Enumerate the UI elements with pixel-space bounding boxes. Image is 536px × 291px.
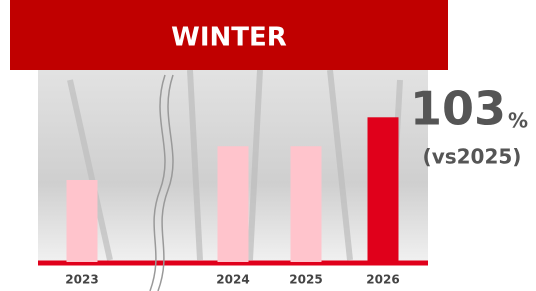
x-tick-label: 2023 <box>65 273 98 287</box>
chart-title: WINTER <box>171 23 287 53</box>
x-tick-label: 2024 <box>216 273 249 287</box>
bar <box>368 117 399 262</box>
bar <box>291 146 322 262</box>
x-tick-label: 2026 <box>366 273 399 287</box>
x-tick-label: 2025 <box>289 273 322 287</box>
bar <box>218 146 249 262</box>
growth-unit: % <box>508 109 528 133</box>
growth-note: (vs2025) <box>423 145 522 169</box>
bar <box>67 180 98 262</box>
chart: WINTER 103 % (vs2025) 2023 2024 2025 2026 <box>0 0 536 291</box>
growth-value: 103 <box>410 82 506 136</box>
